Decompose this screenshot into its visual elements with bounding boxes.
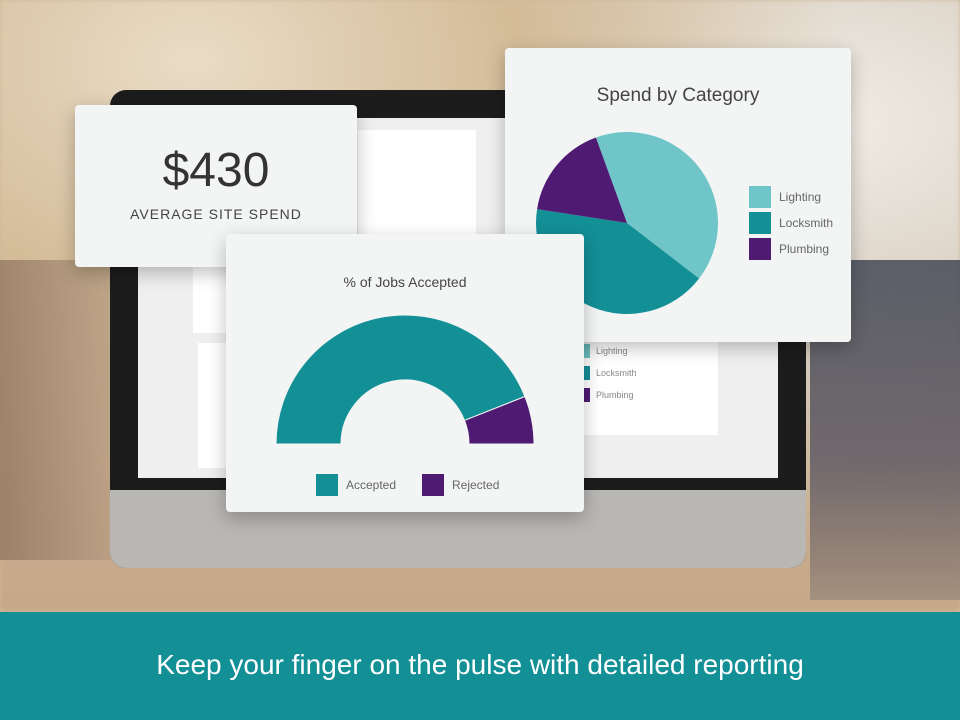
legend-swatch [749,186,771,208]
jobs-accepted-card: % of Jobs Accepted Accepted Rejected [226,234,584,512]
gauge-chart [275,314,535,445]
ghost-legend-panel: Lighting Locksmith Plumbing [578,340,718,435]
chart-title: % of Jobs Accepted [343,274,467,290]
tagline: Keep your finger on the pulse with detai… [156,649,804,680]
legend-swatch [749,212,771,234]
legend-item: Locksmith [749,212,833,234]
legend-swatch [749,238,771,260]
ghost-legend-item: Lighting [584,344,628,358]
ghost-legend-label: Locksmith [596,368,637,378]
legend-swatch [316,474,338,496]
ghost-legend-label: Plumbing [596,390,634,400]
legend-item: Rejected [422,474,499,496]
pie-slice-plumbing [537,137,627,223]
legend-label: Lighting [779,190,822,204]
legend-label: Accepted [346,478,397,492]
ghost-legend-label: Lighting [596,346,628,356]
average-spend-card: $430 AVERAGE SITE SPEND [75,105,357,267]
legend-label: Plumbing [779,242,830,256]
legend-label: Rejected [452,478,500,492]
pie-slice-lighting [595,132,718,279]
ghost-panel [358,130,476,240]
legend-label: Locksmith [779,216,834,230]
legend-swatch [422,474,444,496]
average-spend-label: AVERAGE SITE SPEND [130,206,302,222]
background-shelf [0,260,110,560]
legend-item: Accepted [316,474,396,496]
gauge-segment-rejected [463,395,535,445]
ghost-legend-item: Locksmith [584,366,637,380]
ghost-legend-item: Plumbing [584,388,634,402]
chart-title: Spend by Category [596,85,760,106]
legend-item: Plumbing [749,238,829,260]
ghost-panel [198,343,228,468]
legend-item: Lighting [749,186,821,208]
footer-banner: Keep your finger on the pulse with detai… [0,612,960,720]
average-spend-value: $430 [162,144,270,197]
gauge-segment-accepted [275,314,526,445]
